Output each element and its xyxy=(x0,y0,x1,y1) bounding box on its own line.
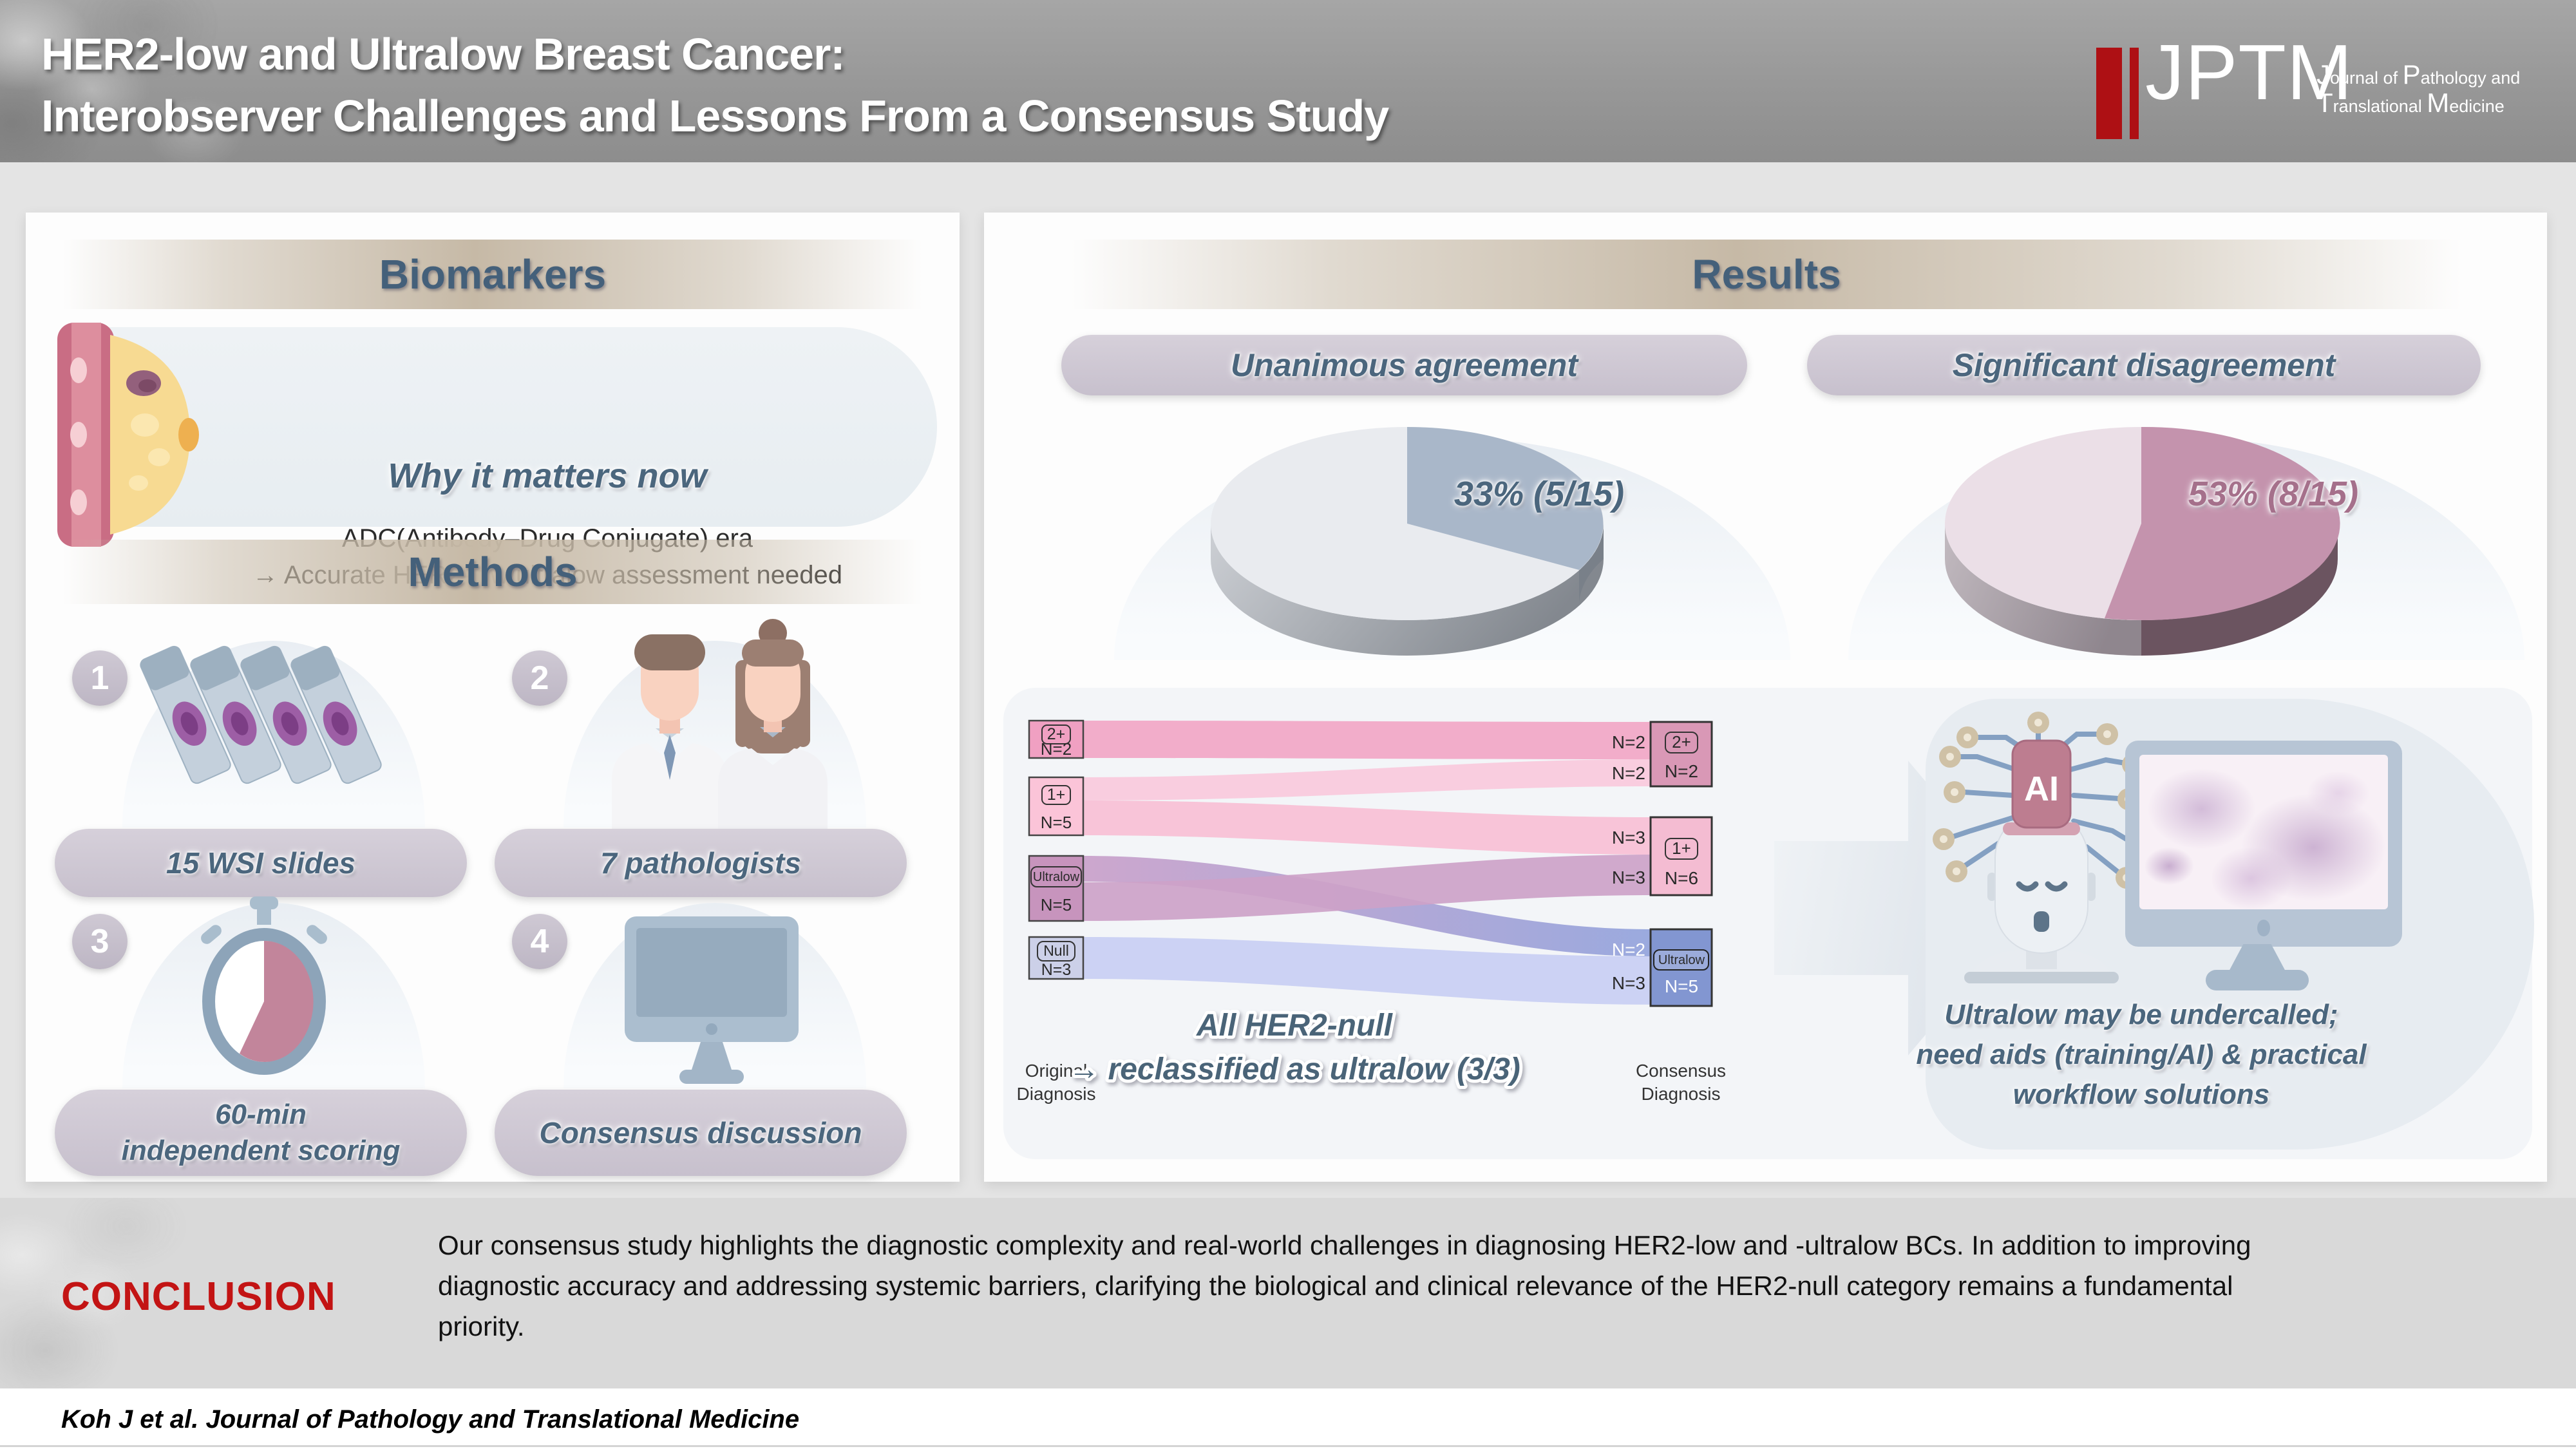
biomarkers-title: Biomarkers xyxy=(379,251,607,298)
footer: Koh J et al. Journal of Pathology and Tr… xyxy=(0,1388,2576,1449)
pie-chart-unanimous xyxy=(1211,427,1604,656)
significant-disagreement-label: Significant disagreement xyxy=(1952,347,2336,383)
biomarkers-methods-panel: Biomarkers Why it matters now ADC(Antibo… xyxy=(26,213,960,1182)
title-line-1: HER2-low and Ultralow Breast Cancer: xyxy=(41,29,846,79)
method-step-4-number: 4 xyxy=(512,914,567,969)
monitor-icon xyxy=(625,916,799,1084)
flow-label-4: N=3 xyxy=(1612,867,1645,887)
flow-null-to-ultralow xyxy=(1083,937,1651,1005)
significant-disagreement-pill: Significant disagreement xyxy=(1807,335,2481,395)
method-step-3-pill: 60-min independent scoring xyxy=(55,1090,467,1176)
robot-eye-right xyxy=(2045,881,2068,892)
methods-title: Methods xyxy=(408,549,578,595)
right-axis-label-2: Diagnosis xyxy=(1642,1084,1721,1104)
svg-text:Null: Null xyxy=(1043,942,1069,959)
title-line-2: Interobserver Challenges and Lessons Fro… xyxy=(41,91,1389,141)
method-step-1-label: 15 WSI slides xyxy=(166,846,355,880)
svg-text:1+: 1+ xyxy=(1672,838,1691,858)
method-step-2-number: 2 xyxy=(512,650,567,706)
svg-text:2+: 2+ xyxy=(1047,725,1066,743)
logo-red-bar-thick xyxy=(2096,48,2122,139)
left-axis-label-1: Original xyxy=(1025,1061,1087,1081)
flow-1plus-to-2plus xyxy=(1083,759,1651,800)
citation: Koh J et al. Journal of Pathology and Tr… xyxy=(61,1405,800,1434)
tissue-texture-conclusion xyxy=(0,1198,451,1388)
conclusion-band xyxy=(0,1198,2576,1388)
sankey-left-nodes: 2+ N=2 1+ N=5 Ultralow N=5 Null N=3 xyxy=(1028,719,1084,980)
flow-label-1: N=2 xyxy=(1612,732,1645,752)
ai-takeaway-caption: Ultralow may be undercalled; need aids (… xyxy=(1916,999,2367,1110)
stopwatch-icon xyxy=(201,896,327,1075)
svg-text:2+: 2+ xyxy=(1672,732,1691,752)
svg-text:N=2: N=2 xyxy=(1665,761,1698,781)
why-title: Why it matters now xyxy=(388,457,707,495)
flow-1plus-to-1plus xyxy=(1083,800,1651,855)
breast-anatomy-icon xyxy=(57,323,199,547)
svg-text:1+: 1+ xyxy=(1047,786,1066,804)
biomarkers-section-band: Biomarkers xyxy=(45,240,940,309)
flow-label-5: N=2 xyxy=(1612,940,1645,960)
conclusion-heading: CONCLUSION xyxy=(61,1274,336,1319)
pie-chart-disagreement xyxy=(1945,426,2340,656)
histology-screen xyxy=(2139,755,2388,909)
sankey-diagram: 2+ N=2 1+ N=5 Ultralow N=5 Null N=3 2+ xyxy=(1018,719,1726,1104)
svg-text:Ultralow: Ultralow xyxy=(1033,870,1080,884)
monitor-chin-button xyxy=(2257,920,2270,936)
sankey-annotation-line-1: All HER2-null xyxy=(1196,1009,1394,1043)
results-panel: Results Unanimous agreement Significant … xyxy=(984,213,2547,1182)
logo-red-bar-thin xyxy=(2130,48,2139,139)
svg-text:N=5: N=5 xyxy=(1665,976,1698,996)
unanimous-agreement-pill: Unanimous agreement xyxy=(1061,335,1747,395)
logo-acronym: JPTM xyxy=(2145,28,2353,116)
svg-text:Ultralow: Ultralow xyxy=(1658,953,1705,967)
pie-right-value: 53% (8/15) xyxy=(2188,475,2359,513)
robot-eye-left xyxy=(2016,881,2039,892)
conclusion-body: Our consensus study highlights the diagn… xyxy=(438,1230,2251,1341)
flow-2plus-to-2plus xyxy=(1083,721,1651,759)
svg-text:N=5: N=5 xyxy=(1041,813,1072,832)
monitor-base xyxy=(2206,970,2309,990)
method-step-1-pill: 15 WSI slides xyxy=(55,829,467,897)
results-section-band: Results xyxy=(1042,240,2491,309)
flow-label-2: N=2 xyxy=(1612,763,1645,783)
methods-section-band: Methods xyxy=(45,540,940,604)
header-banner: HER2-low and Ultralow Breast Cancer: Int… xyxy=(0,0,2576,162)
robot-mouth xyxy=(2034,911,2049,932)
flow-ultralow-to-1plus xyxy=(1083,855,1651,921)
svg-text:N=5: N=5 xyxy=(1041,895,1072,914)
histology-monitor-icon xyxy=(2125,741,2402,947)
method-step-4-pill: Consensus discussion xyxy=(495,1090,907,1176)
unanimous-agreement-label: Unanimous agreement xyxy=(1230,347,1578,383)
method-step-4-label: Consensus discussion xyxy=(539,1116,862,1150)
svg-text:N=3: N=3 xyxy=(1041,961,1072,979)
sankey-annotation-line-2: → reclassified as ultralow (3/3) xyxy=(1068,1052,1520,1086)
flow-label-6: N=3 xyxy=(1612,973,1645,993)
page-title: HER2-low and Ultralow Breast Cancer: Int… xyxy=(41,23,1389,147)
pie-left-value: 33% (5/15) xyxy=(1454,475,1625,513)
ai-chip-label: AI xyxy=(2024,770,2059,808)
bottom-divider xyxy=(0,1445,2576,1447)
flow-label-3: N=3 xyxy=(1612,828,1645,848)
method-step-2-label: 7 pathologists xyxy=(600,846,801,880)
logo-journal-name: Journal of Pathology and Translational M… xyxy=(2316,59,2521,118)
method-step-2-pill: 7 pathologists xyxy=(495,829,907,897)
wsi-slides-icon xyxy=(140,645,382,784)
svg-text:N=2: N=2 xyxy=(1041,739,1072,759)
left-axis-label-2: Diagnosis xyxy=(1018,1084,1095,1104)
method-step-3-number: 3 xyxy=(72,914,128,969)
results-title: Results xyxy=(1692,251,1841,298)
method-step-1-number: 1 xyxy=(72,650,128,706)
tissue-texture xyxy=(0,0,612,162)
method-step-3-label: 60-min independent scoring xyxy=(121,1099,401,1166)
sankey-right-nodes: 2+ N=2 1+ N=6 Ultralow N=5 xyxy=(1649,721,1713,1007)
pathologists-icon xyxy=(612,619,828,831)
right-axis-label-1: Consensus xyxy=(1636,1061,1726,1081)
svg-text:N=6: N=6 xyxy=(1665,868,1698,888)
